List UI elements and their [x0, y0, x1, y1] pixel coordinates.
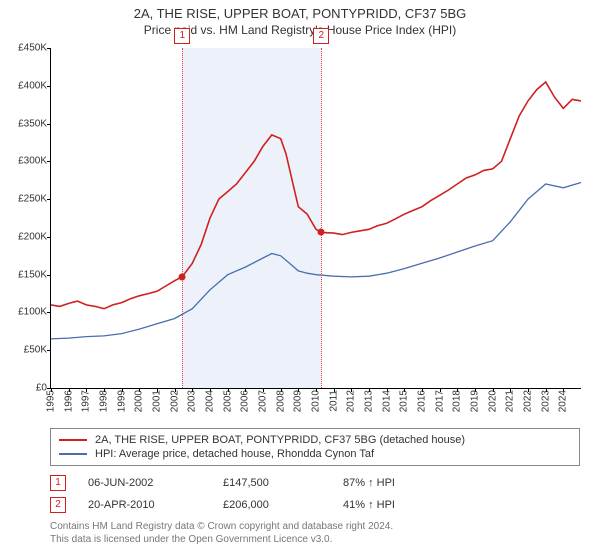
y-tick	[47, 161, 51, 162]
legend-swatch-hpi	[59, 453, 87, 455]
series-line-hpi	[51, 183, 581, 339]
x-axis-label: 2018	[452, 390, 463, 412]
legend-row-property: 2A, THE RISE, UPPER BOAT, PONTYPRIDD, CF…	[59, 433, 571, 447]
legend-label-hpi: HPI: Average price, detached house, Rhon…	[95, 448, 374, 460]
y-axis-label: £400K	[18, 80, 47, 91]
y-tick	[47, 48, 51, 49]
marker-dot	[318, 229, 325, 236]
x-axis-label: 2007	[258, 390, 269, 412]
x-axis-label: 2006	[240, 390, 251, 412]
y-axis-label: £350K	[18, 118, 47, 129]
x-axis-label: 2001	[152, 390, 163, 412]
x-axis-label: 1999	[116, 390, 127, 412]
x-axis-label: 2004	[205, 390, 216, 412]
x-axis-label: 2010	[311, 390, 322, 412]
x-axis-label: 2003	[187, 390, 198, 412]
x-axis-label: 2005	[222, 390, 233, 412]
x-axis-label: 2021	[505, 390, 516, 412]
x-axis-label: 1997	[81, 390, 92, 412]
x-axis-label: 2024	[558, 390, 569, 412]
x-axis-label: 2016	[417, 390, 428, 412]
y-tick	[47, 124, 51, 125]
sale-pct: 87% ↑ HPI	[343, 477, 463, 489]
x-axis-label: 2002	[169, 390, 180, 412]
legend-box: 2A, THE RISE, UPPER BOAT, PONTYPRIDD, CF…	[50, 428, 580, 466]
marker-box: 1	[174, 28, 190, 44]
marker-line	[182, 48, 183, 388]
footer-attribution: Contains HM Land Registry data © Crown c…	[50, 520, 580, 546]
x-axis-label: 2009	[293, 390, 304, 412]
y-axis-label: £100K	[18, 307, 47, 318]
sale-marker-1: 1	[50, 475, 66, 491]
y-tick	[47, 86, 51, 87]
y-tick	[47, 275, 51, 276]
x-axis-label: 2011	[328, 390, 339, 412]
x-axis-label: 2000	[134, 390, 145, 412]
y-axis-label: £250K	[18, 194, 47, 205]
footer-line2: This data is licensed under the Open Gov…	[50, 533, 580, 546]
y-tick	[47, 350, 51, 351]
x-axis-label: 2013	[364, 390, 375, 412]
x-axis-label: 2015	[399, 390, 410, 412]
x-axis-label: 1996	[63, 390, 74, 412]
sale-marker-2: 2	[50, 497, 66, 513]
sale-row: 1 06-JUN-2002 £147,500 87% ↑ HPI	[50, 472, 580, 494]
sale-pct: 41% ↑ HPI	[343, 499, 463, 511]
sale-row: 2 20-APR-2010 £206,000 41% ↑ HPI	[50, 494, 580, 516]
legend-row-hpi: HPI: Average price, detached house, Rhon…	[59, 447, 571, 461]
x-axis-label: 2022	[523, 390, 534, 412]
y-tick	[47, 199, 51, 200]
x-axis-label: 1998	[99, 390, 110, 412]
legend-swatch-property	[59, 439, 87, 441]
x-axis-label: 2017	[434, 390, 445, 412]
y-axis-label: £50K	[24, 345, 47, 356]
legend-label-property: 2A, THE RISE, UPPER BOAT, PONTYPRIDD, CF…	[95, 434, 465, 446]
y-axis-label: £200K	[18, 231, 47, 242]
sale-date: 06-JUN-2002	[88, 477, 223, 489]
x-axis-label: 2020	[487, 390, 498, 412]
marker-dot	[179, 273, 186, 280]
sale-date: 20-APR-2010	[88, 499, 223, 511]
chart-lines-svg	[51, 48, 581, 388]
chart-plot-area: 12£0£50K£100K£150K£200K£250K£300K£350K£4…	[50, 48, 581, 389]
y-axis-label: £300K	[18, 156, 47, 167]
marker-box: 2	[313, 28, 329, 44]
chart-subtitle: Price paid vs. HM Land Registry's House …	[0, 21, 600, 37]
x-axis-label: 2023	[540, 390, 551, 412]
y-tick	[47, 237, 51, 238]
sale-price: £206,000	[223, 499, 343, 511]
x-axis-label: 2008	[275, 390, 286, 412]
x-axis-label: 1995	[46, 390, 57, 412]
chart-title-address: 2A, THE RISE, UPPER BOAT, PONTYPRIDD, CF…	[0, 0, 600, 21]
sales-table: 1 06-JUN-2002 £147,500 87% ↑ HPI 2 20-AP…	[50, 472, 580, 516]
sale-price: £147,500	[223, 477, 343, 489]
x-axis-label: 2012	[346, 390, 357, 412]
y-axis-label: £150K	[18, 269, 47, 280]
y-tick	[47, 312, 51, 313]
y-axis-label: £450K	[18, 43, 47, 54]
x-axis-label: 2019	[470, 390, 481, 412]
footer-line1: Contains HM Land Registry data © Crown c…	[50, 520, 580, 533]
x-axis-label: 2014	[381, 390, 392, 412]
marker-line	[321, 48, 322, 388]
